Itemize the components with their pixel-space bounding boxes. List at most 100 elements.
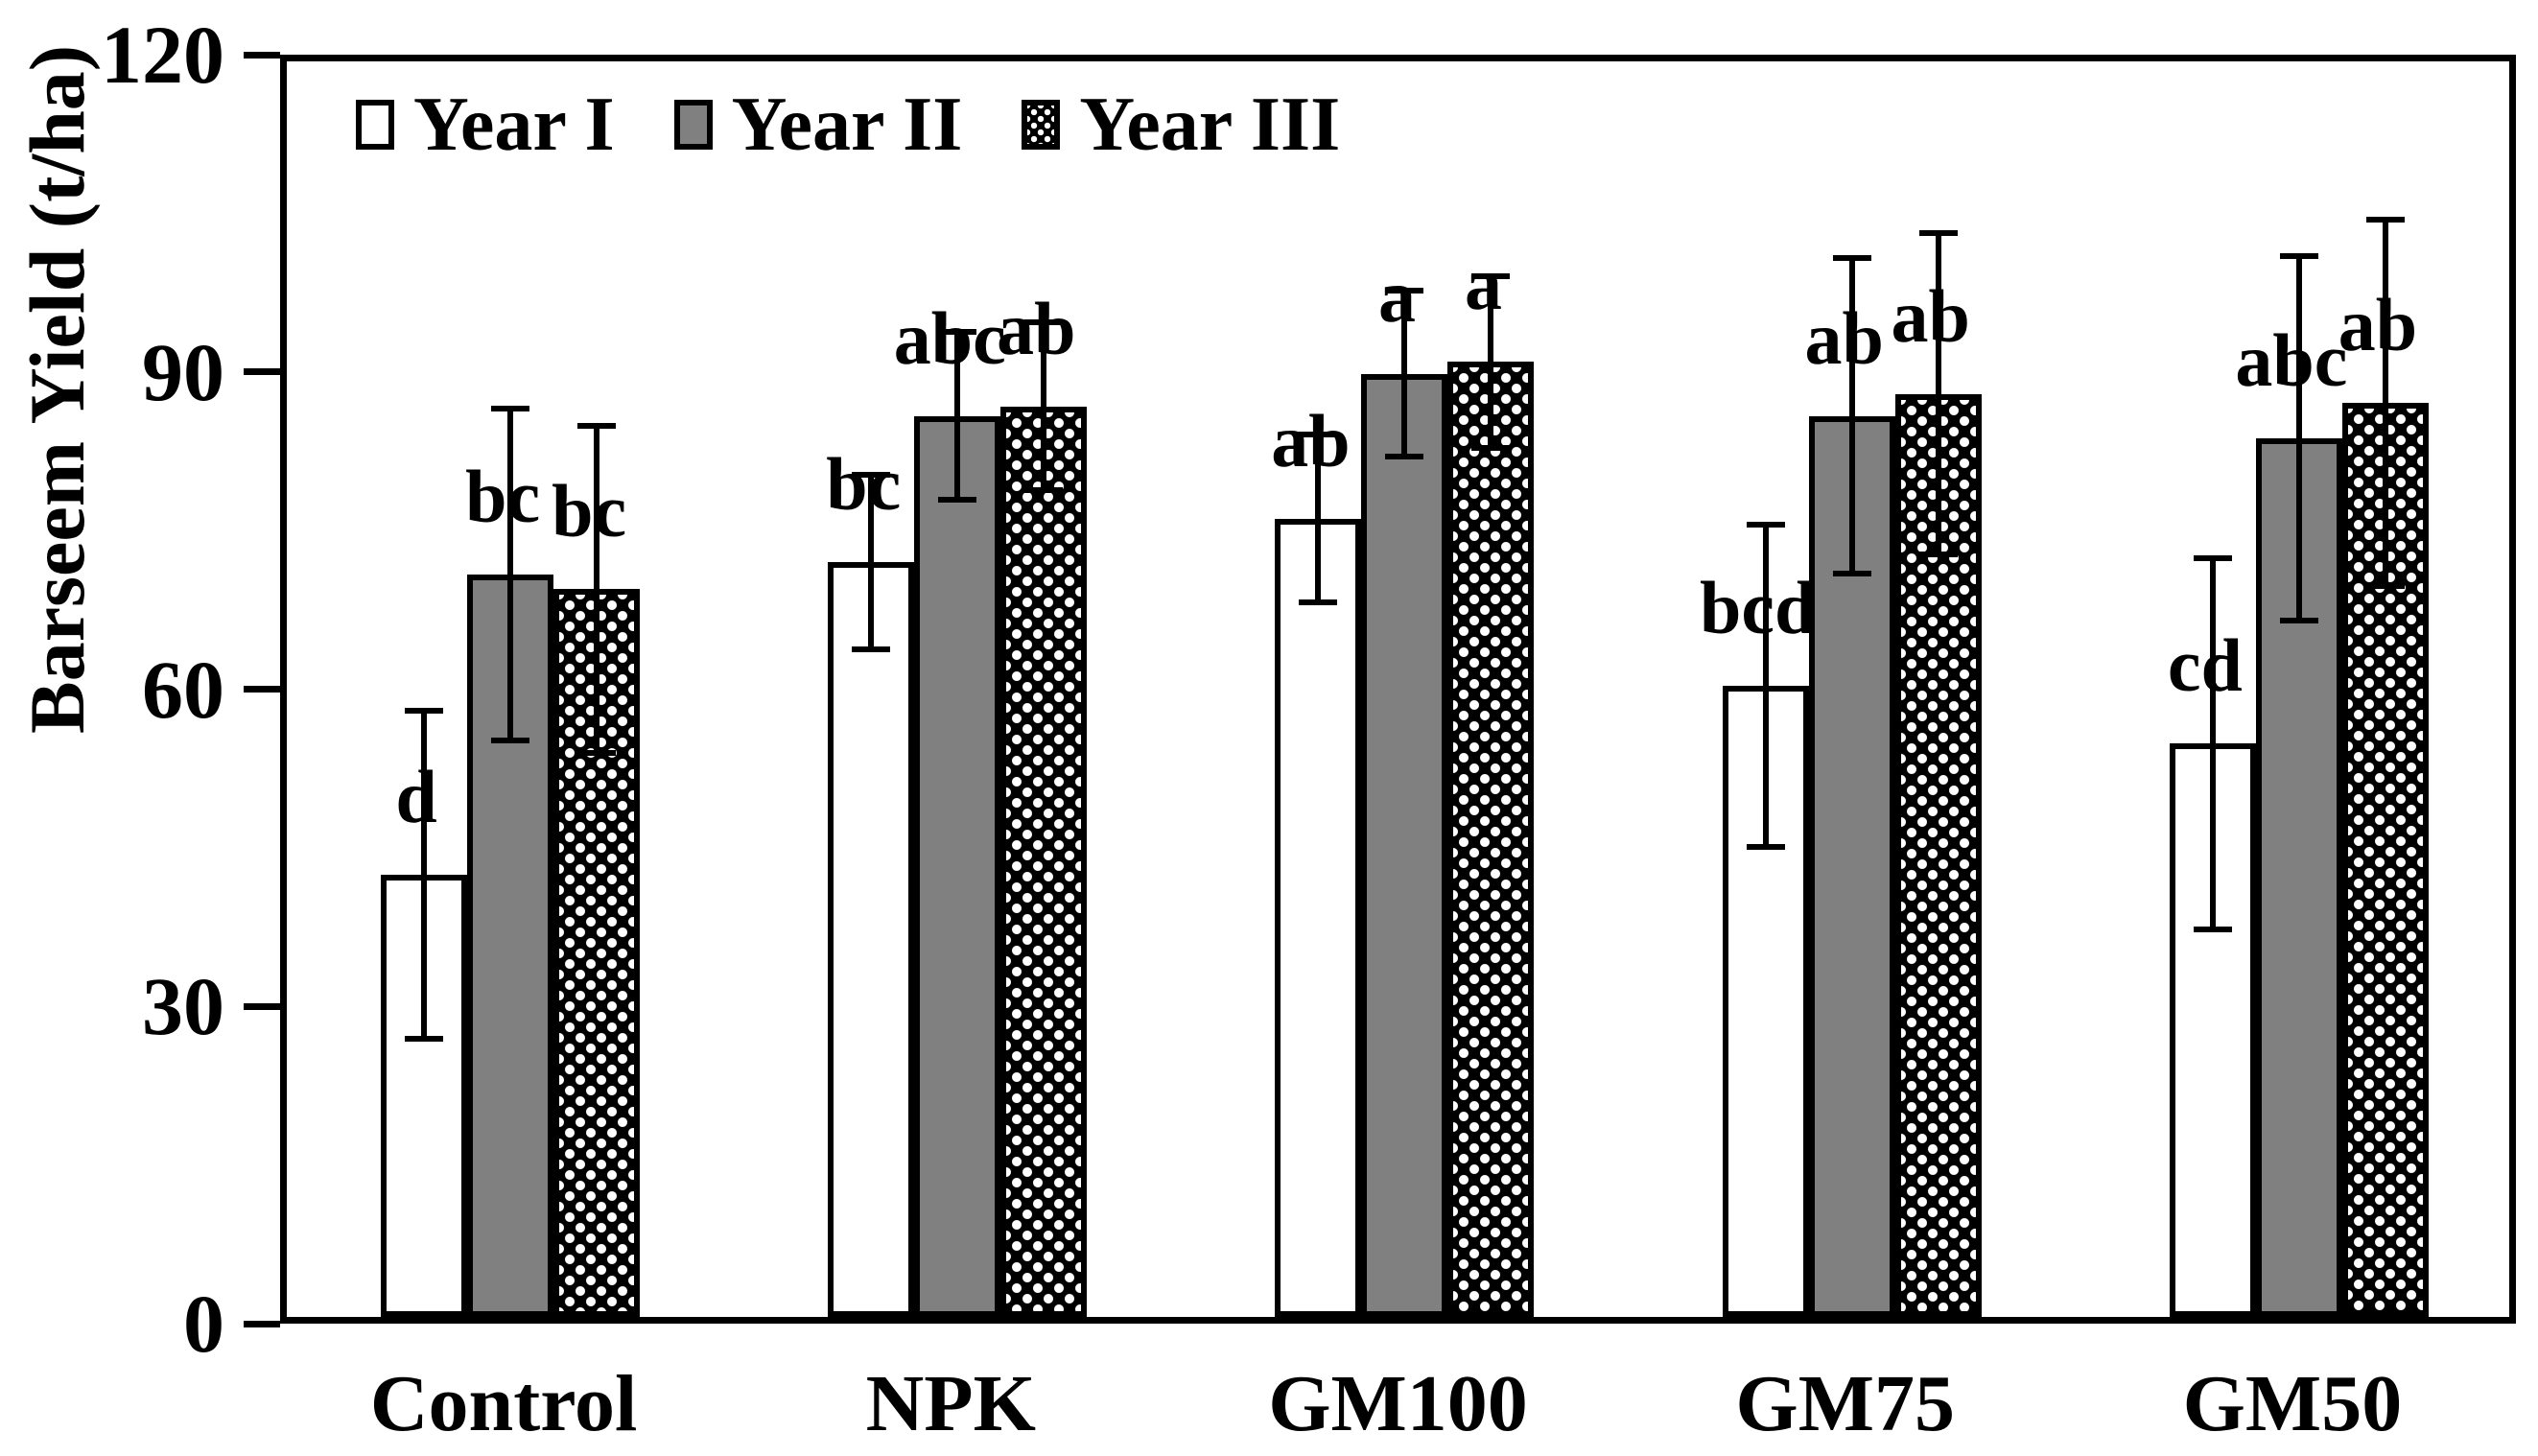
error-bar-top-cap bbox=[1299, 432, 1338, 438]
error-bar-bottom-cap bbox=[852, 646, 891, 652]
error-bar-line bbox=[421, 707, 428, 1043]
x-axis-label-gm100: GM100 bbox=[1268, 1359, 1528, 1448]
significance-label: bc bbox=[826, 441, 902, 526]
error-bar-top-cap bbox=[2365, 217, 2405, 223]
bar-npk-yeari bbox=[828, 561, 915, 1317]
error-bar bbox=[577, 423, 617, 756]
legend-item-year2: Year II bbox=[673, 82, 963, 167]
error-bar-line bbox=[1762, 521, 1769, 850]
significance-label: bcd bbox=[1699, 565, 1817, 649]
x-axis-label-gm75: GM75 bbox=[1735, 1359, 1955, 1448]
error-bar-bottom-cap bbox=[1024, 487, 1064, 494]
y-tick-mark bbox=[244, 51, 280, 59]
error-bar-line bbox=[868, 472, 875, 652]
error-bar-bottom-cap bbox=[491, 738, 530, 744]
error-bar-line bbox=[1935, 229, 1941, 558]
error-bar bbox=[852, 472, 891, 652]
error-bar-line bbox=[1315, 432, 1322, 606]
error-bar-bottom-cap bbox=[1385, 453, 1424, 459]
error-bar bbox=[1832, 255, 1871, 577]
legend-label-year1: Year I bbox=[413, 82, 615, 167]
error-bar-top-cap bbox=[1385, 288, 1424, 294]
error-bar-bottom-cap bbox=[2279, 617, 2318, 623]
error-bar-bottom-cap bbox=[1471, 445, 1511, 452]
bar-gm75-yearii bbox=[1808, 415, 1895, 1317]
significance-label: ab bbox=[1891, 273, 1970, 358]
y-tick-mark bbox=[244, 1320, 280, 1327]
error-bar-top-cap bbox=[1918, 229, 1958, 236]
legend-label-year2: Year II bbox=[731, 82, 963, 167]
error-bar bbox=[1918, 229, 1958, 558]
error-bar-top-cap bbox=[1471, 272, 1511, 279]
significance-label: a bbox=[1464, 242, 1502, 326]
significance-label: a bbox=[1377, 253, 1416, 338]
error-bar-line bbox=[594, 423, 600, 756]
error-bar-top-cap bbox=[852, 472, 891, 479]
bar-gm100-yearii bbox=[1361, 373, 1448, 1317]
bar-npk-yeariii bbox=[1000, 406, 1088, 1317]
error-bar bbox=[2365, 217, 2405, 590]
bar-group-npk: bc abc ab bbox=[734, 61, 1181, 1317]
y-tick-label: 90 bbox=[142, 325, 224, 418]
error-bar-line bbox=[1041, 319, 1047, 494]
x-axis-label-npk: NPK bbox=[865, 1359, 1036, 1448]
y-tick-mark bbox=[244, 686, 280, 693]
error-bar bbox=[405, 707, 444, 1043]
x-axis-label-gm50: GM50 bbox=[2182, 1359, 2403, 1448]
y-tick-label: 0 bbox=[183, 1278, 224, 1370]
error-bar-line bbox=[954, 329, 961, 504]
error-bar bbox=[1746, 521, 1785, 850]
bar-group-gm50: cd abc ab bbox=[2076, 61, 2523, 1317]
error-bar bbox=[1024, 319, 1064, 494]
legend: Year I Year II Year III bbox=[356, 86, 1340, 163]
error-bar-top-cap bbox=[938, 329, 977, 336]
error-bar-line bbox=[1848, 255, 1855, 577]
bar-gm100-yeariii bbox=[1447, 362, 1535, 1317]
error-bar-bottom-cap bbox=[1299, 599, 1338, 606]
significance-label: ab bbox=[997, 286, 1076, 370]
error-bar-line bbox=[2382, 217, 2388, 590]
significance-label: abc bbox=[2235, 317, 2348, 402]
significance-label: bc bbox=[552, 469, 627, 553]
x-axis-label-control: Control bbox=[369, 1359, 638, 1448]
y-tick-label: 60 bbox=[142, 643, 224, 736]
error-bar-top-cap bbox=[1832, 255, 1871, 262]
error-bar-bottom-cap bbox=[1746, 843, 1785, 850]
error-bar-top-cap bbox=[491, 405, 530, 411]
error-bar-bottom-cap bbox=[405, 1036, 444, 1043]
error-bar-line bbox=[1488, 272, 1494, 452]
error-bar-bottom-cap bbox=[1918, 552, 1958, 558]
error-bar bbox=[1299, 432, 1338, 606]
error-bar bbox=[1385, 288, 1424, 459]
error-bar bbox=[938, 329, 977, 504]
y-tick-mark bbox=[244, 1002, 280, 1010]
error-bar-top-cap bbox=[1746, 521, 1785, 528]
error-bar bbox=[1471, 272, 1511, 452]
error-bar-top-cap bbox=[2279, 252, 2318, 259]
significance-label: abc bbox=[893, 295, 1006, 380]
legend-label-year3: Year III bbox=[1079, 82, 1341, 167]
bar-group-control: d bc bc bbox=[287, 61, 734, 1317]
significance-label: ab bbox=[1271, 398, 1351, 482]
legend-item-year1: Year I bbox=[356, 86, 615, 163]
significance-label: ab bbox=[1804, 295, 1884, 380]
bar-npk-yearii bbox=[914, 415, 1001, 1317]
error-bar bbox=[2193, 555, 2232, 932]
significance-label: cd bbox=[2167, 623, 2243, 708]
significance-label: d bbox=[395, 755, 437, 839]
significance-label: bc bbox=[465, 455, 541, 539]
error-bar-bottom-cap bbox=[938, 497, 977, 504]
y-tick-label: 30 bbox=[142, 960, 224, 1053]
bar-group-gm75: bcd ab ab bbox=[1629, 61, 2076, 1317]
year3-swatch-icon bbox=[1022, 100, 1061, 150]
legend-item-year3: Year III bbox=[1022, 86, 1340, 163]
bar-gm50-yeariii bbox=[2341, 403, 2429, 1317]
y-tick-label: 120 bbox=[101, 9, 224, 101]
error-bar-line bbox=[2295, 252, 2302, 623]
error-bar-line bbox=[2209, 555, 2216, 932]
error-bar bbox=[491, 405, 530, 744]
bar-gm100-yeari bbox=[1275, 518, 1362, 1317]
bar-group-gm100: ab a a bbox=[1181, 61, 1628, 1317]
year2-swatch-icon bbox=[673, 100, 713, 150]
